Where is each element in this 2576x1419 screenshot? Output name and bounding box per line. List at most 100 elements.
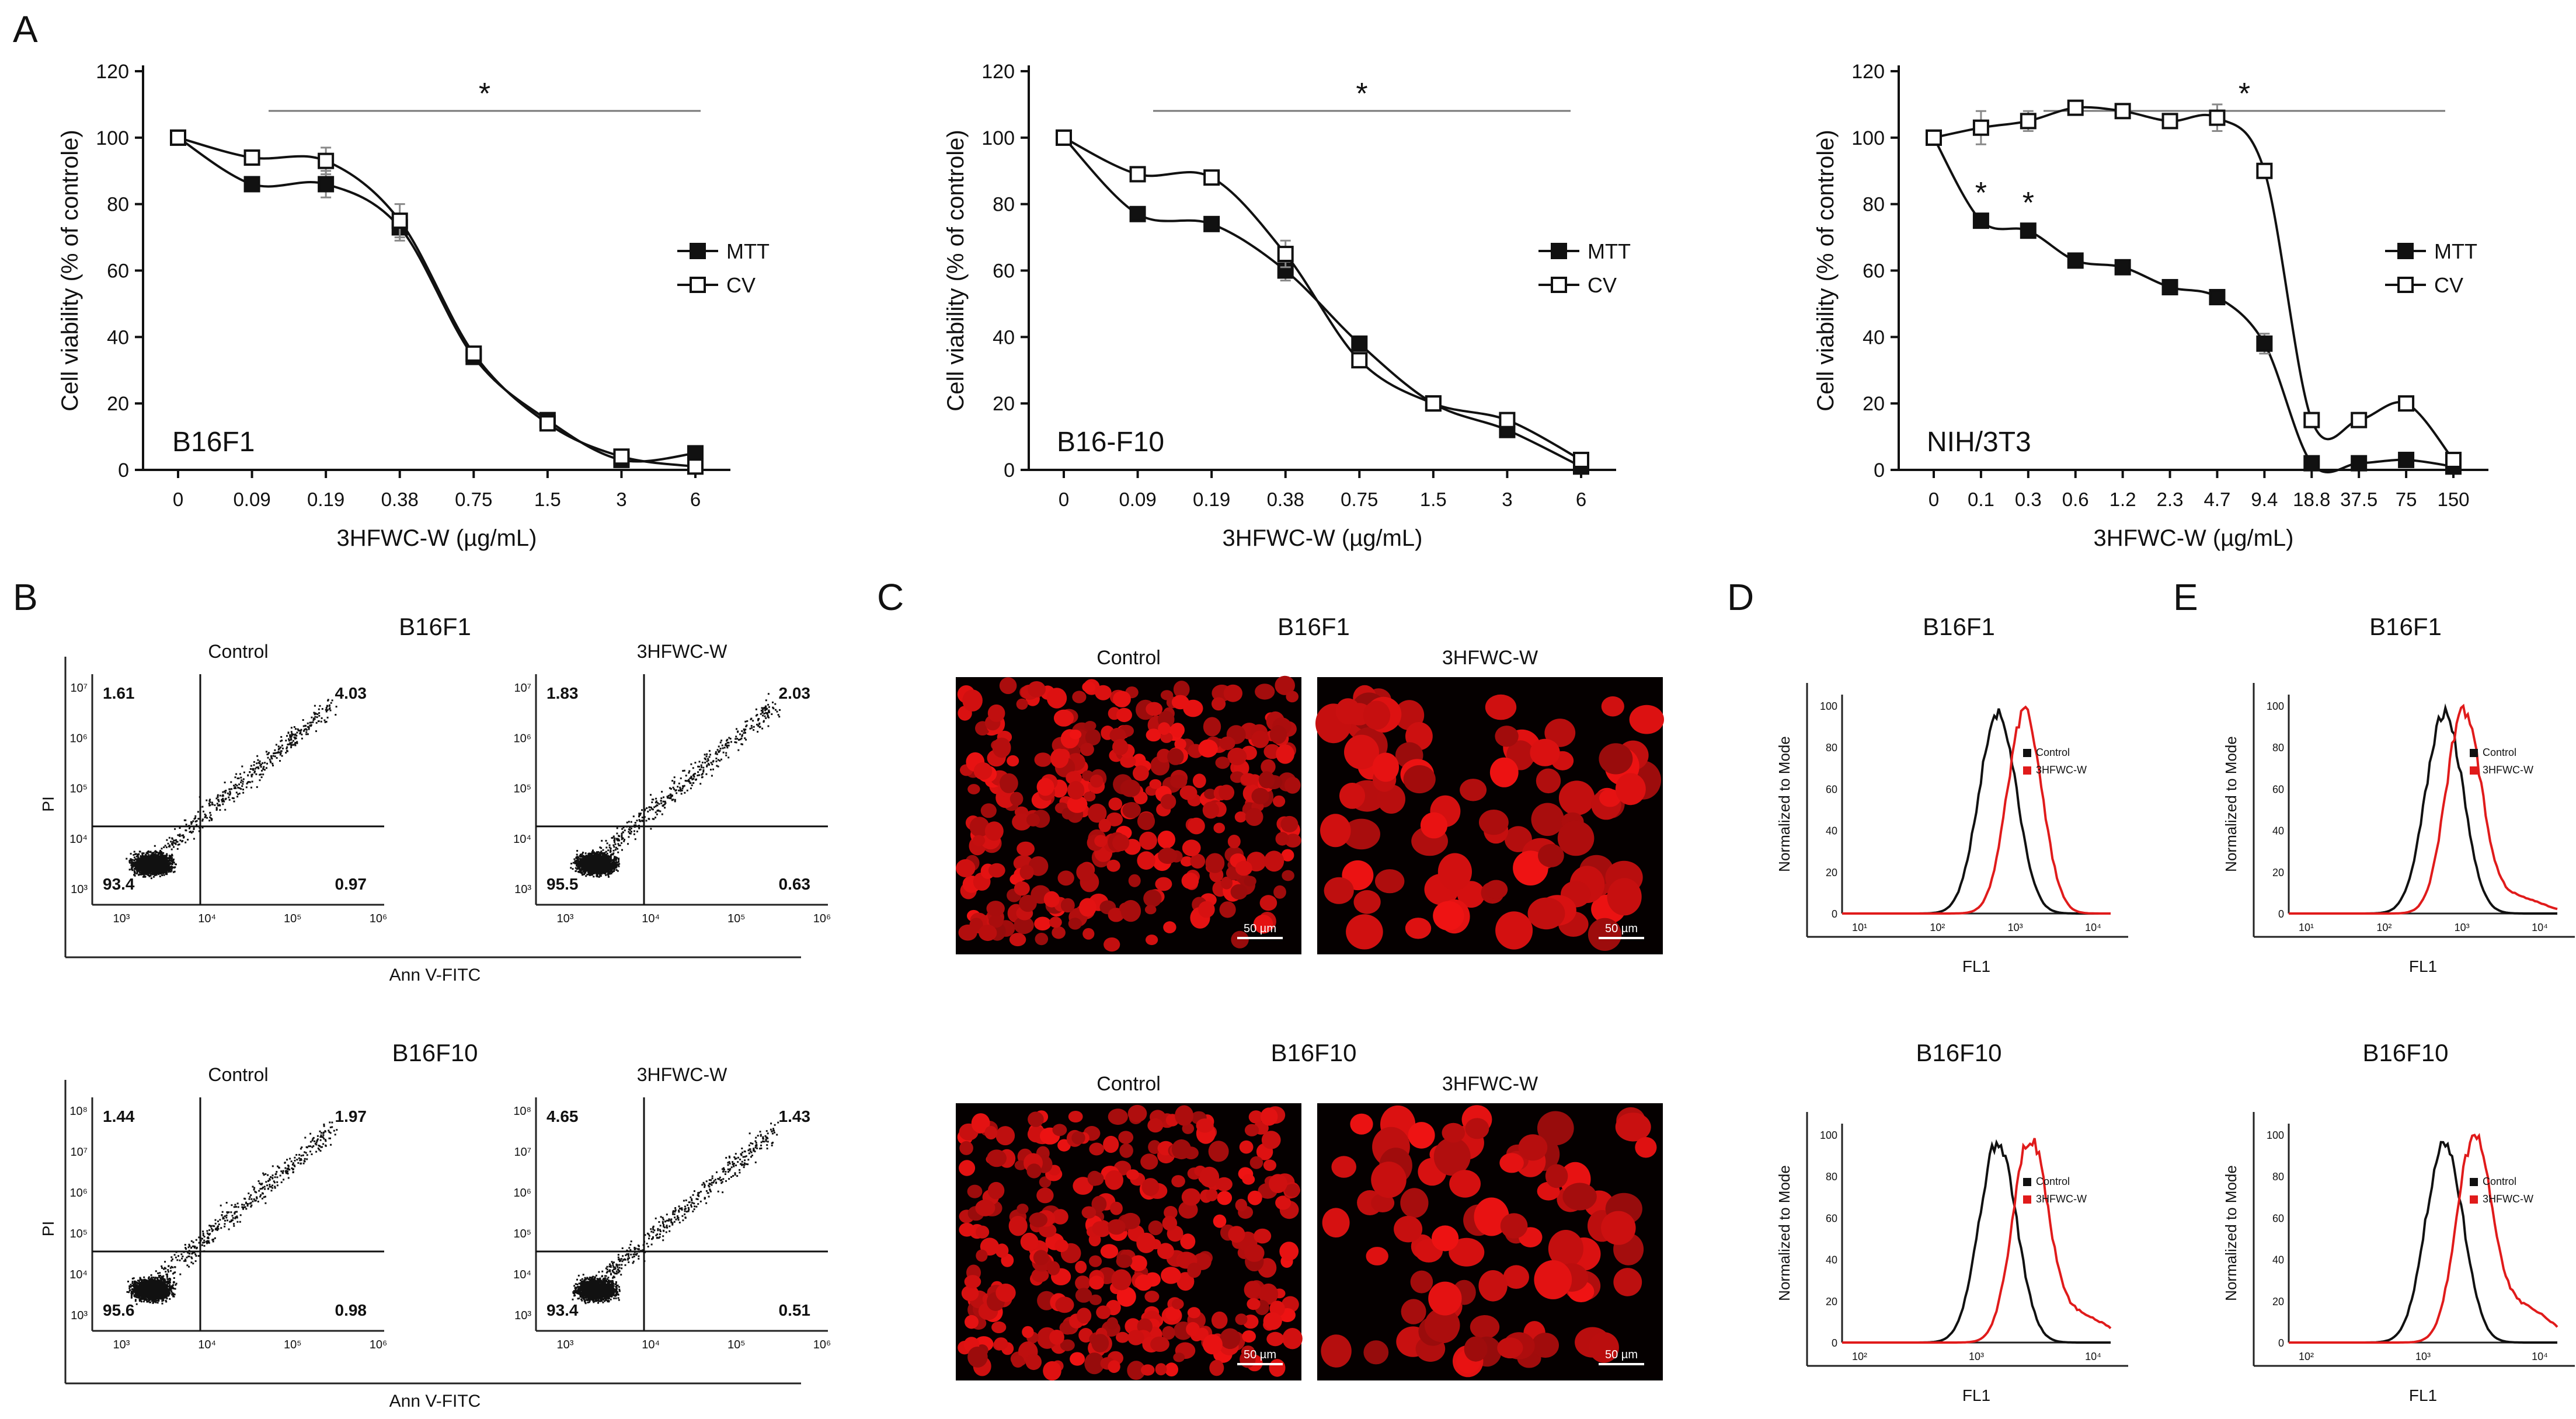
nucleus	[1227, 747, 1247, 766]
dot-plot-x-tick: 10⁵	[727, 1338, 746, 1351]
quadrant-ll: 95.6	[103, 1301, 135, 1319]
nucleus	[1150, 1336, 1169, 1352]
nucleus	[1162, 1215, 1178, 1231]
y-tick-label: 100	[981, 127, 1015, 149]
y-tick-label: 60	[107, 260, 129, 283]
x-tick-label: 0.75	[1341, 489, 1378, 510]
hist-y-tick: 100	[1820, 1129, 1837, 1141]
dot-plot-title: Control	[208, 641, 268, 662]
nucleus	[1107, 1219, 1126, 1235]
legend-marker	[690, 243, 706, 259]
nucleus	[1080, 742, 1094, 756]
nucleus	[994, 1337, 1008, 1350]
nucleus	[1111, 1269, 1132, 1291]
hist-legend-swatch	[2023, 1195, 2031, 1204]
y-tick-label: 0	[1874, 459, 1885, 482]
cell-line-label: B16F1	[172, 427, 255, 458]
nucleus	[1176, 1272, 1195, 1291]
x-tick-label: 1.5	[1420, 489, 1447, 510]
dot-plot-y-tick: 10⁷	[514, 682, 531, 695]
nucleus	[969, 918, 983, 932]
nucleus	[1615, 1113, 1651, 1142]
viability-chart-nih3t3: 0 20 40 60 80 100 120 0 0.1 0.3 0.6 1.2 2.3 4.7 9.4 18.…	[1813, 61, 2488, 551]
nucleus	[1205, 853, 1225, 873]
nucleus	[1116, 1286, 1136, 1307]
nucleus	[1198, 739, 1218, 758]
x-tick-label: 0.1	[1968, 489, 1994, 510]
quadrant-ll: 95.5	[546, 875, 579, 893]
nucleus	[1149, 779, 1162, 789]
dot-plot-y-tick: 10⁶	[514, 732, 531, 745]
hist-x-tick: 10²	[2376, 922, 2391, 933]
nucleus	[1143, 890, 1162, 908]
nucleus	[1249, 1156, 1263, 1169]
nucleus	[1000, 773, 1018, 793]
point-significance-star: *	[1975, 176, 1987, 210]
nucleus	[1244, 1244, 1265, 1262]
data-point-cv	[1277, 246, 1294, 263]
nucleus	[964, 1275, 981, 1289]
hist-y-tick: 0	[1832, 908, 1837, 920]
nucleus	[1092, 1221, 1109, 1236]
x-tick-label: 6	[1576, 489, 1586, 510]
nucleus	[1079, 898, 1096, 917]
nucleus	[1478, 1270, 1508, 1302]
nucleus	[1103, 937, 1120, 952]
nucleus	[1227, 835, 1241, 849]
hist-x-tick: 10³	[1969, 1351, 1984, 1362]
nucleus	[1140, 1153, 1158, 1170]
nucleus	[1008, 1215, 1028, 1236]
dot-plot-x-tick: 10⁶	[813, 912, 831, 925]
data-point-cv	[391, 212, 408, 229]
nucleus	[1039, 1223, 1057, 1237]
nucleus	[976, 1249, 988, 1262]
nucleus	[1275, 832, 1289, 846]
nucleus	[1085, 729, 1101, 746]
data-point-cv	[243, 149, 260, 166]
nucleus	[1076, 863, 1094, 882]
dot-plot-y-tick: 10³	[514, 883, 531, 896]
scale-bar-label: 50 µm	[1605, 1348, 1638, 1361]
nucleus	[1449, 1237, 1485, 1267]
nucleus	[1017, 841, 1035, 856]
nucleus	[1258, 1283, 1279, 1305]
nucleus	[1031, 1268, 1049, 1282]
nucleus	[1095, 685, 1112, 700]
hist-y-tick: 80	[2272, 1171, 2284, 1183]
nucleus	[1179, 785, 1198, 800]
nucleus	[1253, 915, 1273, 934]
nucleus	[1607, 878, 1642, 916]
dot-plot-x-tick: 10⁴	[198, 1338, 216, 1351]
nucleus	[1082, 681, 1096, 693]
nucleus	[1198, 901, 1215, 918]
hist-x-tick: 10⁴	[2532, 1351, 2548, 1362]
nucleus	[1273, 885, 1286, 899]
nucleus	[1457, 881, 1485, 908]
nucleus	[1067, 795, 1088, 813]
micro-c-title-top: B16F1	[1277, 613, 1350, 640]
panel-label-b: B	[13, 576, 38, 618]
nucleus	[1049, 1330, 1064, 1345]
nucleus	[1286, 691, 1299, 703]
hist-curve-treated	[2289, 1132, 2558, 1344]
nucleus	[1442, 1122, 1465, 1143]
nucleus	[1588, 918, 1622, 951]
quadrant-lr: 0.51	[779, 1301, 811, 1319]
nucleus	[1484, 880, 1508, 899]
quadrant-ul: 1.44	[103, 1107, 135, 1125]
legend-label-mtt: MTT	[726, 239, 770, 263]
data-point-cv	[1972, 119, 1989, 136]
nucleus	[1052, 926, 1066, 939]
cell-line-label: B16-F10	[1057, 427, 1164, 458]
x-tick-label: 1.2	[2109, 489, 2136, 510]
dot-plot-title: 3HFWC-W	[637, 641, 727, 662]
nucleus	[1264, 850, 1284, 872]
annexin-flow-row-b16f10: PI Ann V-FITC Control 10³ 10⁴ 10⁵ 10⁶ 10⁷ 10⁸ 10³…	[39, 1064, 831, 1411]
hist-y-tick: 20	[1826, 1296, 1837, 1308]
hist-y-tick: 20	[2272, 1296, 2284, 1308]
nucleus	[1182, 839, 1201, 856]
data-point-cv	[1129, 166, 1146, 183]
nucleus	[1261, 759, 1276, 775]
nucleus	[1144, 1291, 1160, 1303]
x-tick-label: 0.38	[1267, 489, 1304, 510]
